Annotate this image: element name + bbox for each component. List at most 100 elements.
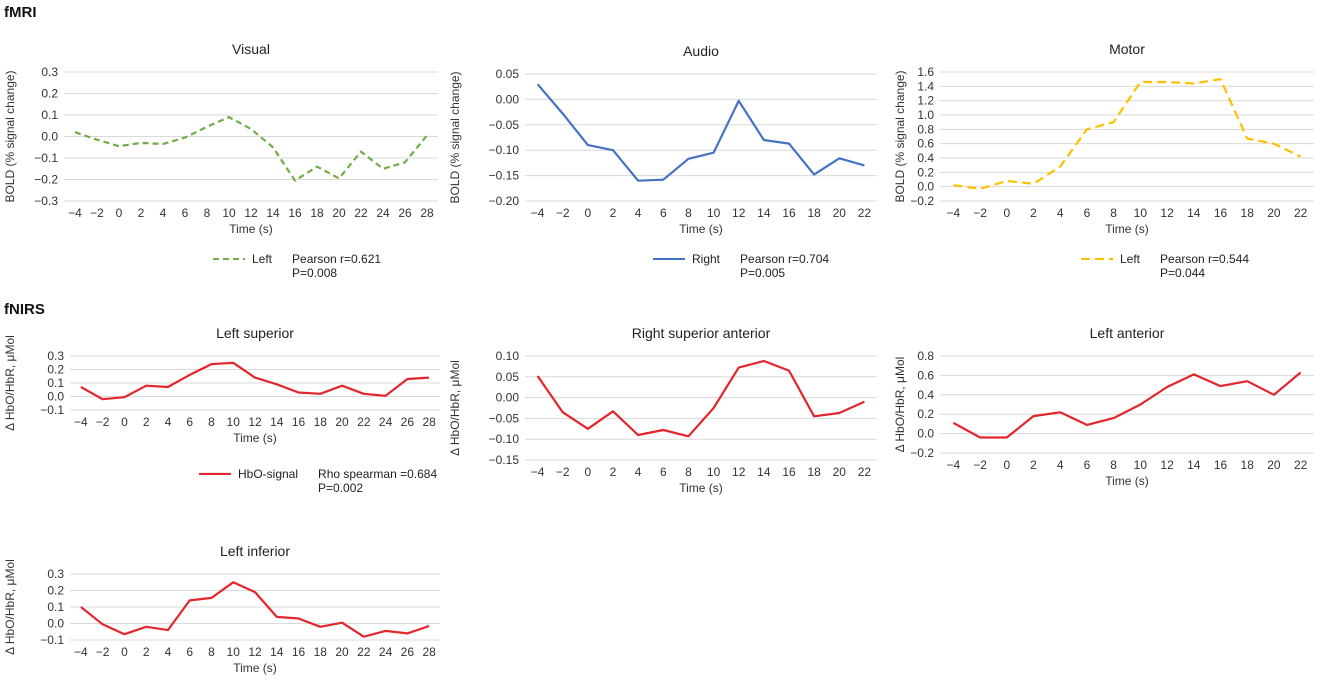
chart-audio: Audio −0.20 −0.15 −0.10 −0.05 0.00 0.05 −4 −2 0 2 4… [445, 34, 890, 254]
y-tick-label: 1.6 [917, 65, 934, 79]
x-tick-label: 28 [422, 415, 436, 429]
chart-title: Left anterior [1090, 325, 1165, 341]
y-tick-label: 0.2 [917, 165, 934, 179]
y-tick-label: 0.3 [41, 65, 58, 79]
y-axis-label: BOLD (% signal change) [3, 70, 17, 202]
x-tick-label: 20 [833, 465, 847, 479]
legend-audio-stat2: P=0.005 [740, 266, 786, 280]
legend-audio-label: Right [692, 252, 721, 266]
x-tick-label: 16 [782, 206, 796, 220]
y-tick-label: 0.2 [47, 584, 64, 598]
legend-audio-stats: Pearson r=0.704 P=0.005 [740, 252, 829, 280]
x-tick-label: 18 [1241, 458, 1255, 472]
x-tick-label: −2 [96, 415, 110, 429]
legend-motor-label: Left [1120, 252, 1141, 266]
x-tick-label: 14 [757, 206, 771, 220]
x-tick-label: 10 [1134, 206, 1148, 220]
y-tick-label: 0.0 [47, 617, 64, 631]
x-axis-label: Time (s) [679, 481, 723, 495]
x-tick-label: 2 [610, 206, 617, 220]
x-tick-label: 16 [292, 415, 306, 429]
x-tick-label: 22 [354, 206, 368, 220]
legend-visual: Left Pearson r=0.621 P=0.008 [212, 252, 381, 280]
x-tick-label: 16 [1214, 458, 1228, 472]
chart-left-superior: Left superior −0.1 0.0 0.1 0.2 0.3 −4 −2 0 2 4 6 8 10… [0, 320, 445, 455]
y-tick-label: −0.1 [34, 151, 58, 165]
chart-title: Visual [232, 41, 270, 57]
x-tick-label: 18 [310, 206, 324, 220]
y-tick-label: −0.05 [489, 411, 520, 425]
legend-motor-stat1: Pearson r=0.544 [1160, 252, 1250, 266]
x-tick-label: 22 [357, 645, 371, 659]
legend-visual-stats: Pearson r=0.621 P=0.008 [292, 252, 381, 280]
x-tick-label: 0 [1003, 206, 1010, 220]
y-tick-label: −0.2 [910, 194, 934, 208]
y-tick-label: −0.10 [489, 143, 520, 157]
chart-title: Motor [1109, 41, 1145, 57]
x-tick-label: 12 [248, 645, 262, 659]
x-tick-label: 20 [332, 206, 346, 220]
x-tick-label: 20 [833, 206, 847, 220]
series-line [80, 361, 430, 401]
y-tick-label: 0.3 [47, 349, 64, 363]
x-tick-label: 10 [707, 465, 721, 479]
legend-fnirs-stats: Rho spearman =0.684 P=0.002 [318, 467, 437, 495]
y-tick-label: 1.2 [917, 94, 934, 108]
x-tick-label: 0 [585, 465, 592, 479]
x-tick-label: 0 [585, 206, 592, 220]
x-axis-label: Time (s) [229, 222, 273, 236]
x-tick-label: 4 [635, 465, 642, 479]
y-tick-label: −0.20 [489, 194, 520, 208]
x-tick-label: 14 [266, 206, 280, 220]
x-tick-label: 12 [1160, 206, 1174, 220]
x-tick-label: 22 [858, 465, 872, 479]
y-tick-label: −0.1 [40, 403, 64, 417]
y-tick-label: 0.2 [917, 407, 934, 421]
x-tick-label: 14 [757, 465, 771, 479]
chart-title: Left superior [216, 325, 294, 341]
y-tick-label: −0.15 [489, 453, 520, 467]
y-tick-label: 0.00 [496, 92, 520, 106]
x-tick-label: 10 [227, 415, 241, 429]
x-tick-label: 22 [858, 206, 872, 220]
y-tick-label: 0.0 [47, 390, 64, 404]
legend-swatch-green [213, 258, 245, 260]
x-tick-label: −4 [947, 458, 961, 472]
x-tick-label: 22 [357, 415, 371, 429]
x-tick-label: 26 [401, 645, 415, 659]
x-tick-label: 6 [186, 415, 193, 429]
x-tick-label: 0 [116, 206, 123, 220]
x-axis-label: Time (s) [233, 661, 277, 675]
x-tick-label: 22 [1294, 458, 1308, 472]
x-tick-label: 20 [335, 645, 349, 659]
x-tick-label: 8 [208, 415, 215, 429]
x-axis-label: Time (s) [1105, 222, 1149, 236]
x-tick-label: 8 [1110, 458, 1117, 472]
legend-swatch-red [199, 472, 231, 475]
legend-fnirs-stat1: Rho spearman =0.684 [318, 467, 438, 481]
chart-title: Audio [683, 43, 719, 59]
y-tick-label: 0.0 [917, 427, 934, 441]
y-tick-label: 0.1 [47, 376, 64, 390]
x-tick-label: 14 [1187, 206, 1201, 220]
chart-visual: Visual −0.3 −0.2 −0.1 0.0 0.1 0.2 0.3 −4 −2 0 2 4 6 8 1… [0, 34, 445, 254]
x-tick-label: 24 [379, 415, 393, 429]
x-axis-label: Time (s) [233, 431, 277, 445]
y-tick-label: 0.05 [496, 370, 520, 384]
chart-motor: Motor −0.2 0.0 0.2 0.4 0.6 0.8 1.0 1.2 1.4 1.6 −4 −2… [890, 34, 1323, 254]
x-tick-label: 20 [1267, 206, 1281, 220]
x-tick-label: 26 [401, 415, 415, 429]
legend-visual-label: Left [252, 252, 273, 266]
x-tick-label: 8 [685, 465, 692, 479]
x-tick-label: 4 [160, 206, 167, 220]
series-line [536, 83, 865, 182]
legend-motor-stats: Pearson r=0.544 P=0.044 [1160, 252, 1249, 280]
y-tick-label: −0.1 [40, 633, 64, 647]
x-tick-label: 2 [143, 415, 150, 429]
x-tick-label: 6 [1084, 206, 1091, 220]
x-tick-label: 8 [204, 206, 211, 220]
x-tick-label: 12 [732, 206, 746, 220]
y-tick-label: −0.3 [34, 194, 58, 208]
y-axis-label: Δ HbO/HbR, μMol [3, 559, 17, 655]
legend-audio-stat1: Pearson r=0.704 [740, 252, 830, 266]
